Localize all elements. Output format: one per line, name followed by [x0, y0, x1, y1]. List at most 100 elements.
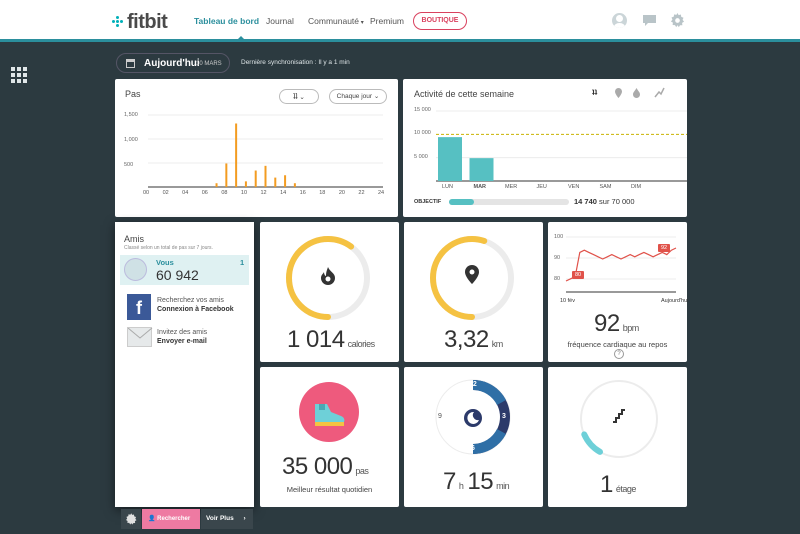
- help-icon[interactable]: ?: [614, 349, 624, 359]
- heart-rate-line: [565, 247, 677, 282]
- clock-6-label: 6: [471, 445, 475, 452]
- best-steps-value: 35 000 pas: [282, 453, 369, 480]
- goal-label: OBJECTIF: [414, 199, 442, 205]
- heart-ytick: 90: [554, 255, 561, 261]
- goal-text: 14 740 sur 70 000: [574, 197, 635, 206]
- invite-text[interactable]: Invitez des amis: [157, 329, 208, 336]
- facebook-icon[interactable]: f: [127, 294, 151, 320]
- week-ytick: 10 000: [414, 130, 431, 136]
- heart-start-label: 10 fév: [560, 298, 575, 304]
- see-more-button[interactable]: Voir Plus ›: [201, 509, 253, 529]
- steps-xtick: 10: [240, 190, 248, 196]
- friends-title: Amis: [124, 234, 144, 244]
- search-friends-button[interactable]: 👤 Rechercher: [142, 509, 200, 529]
- week-card-title: Activité de cette semaine: [414, 89, 515, 99]
- sleep-clock-ring: [435, 379, 511, 455]
- week-day-label: JEU: [536, 184, 547, 190]
- steps-bar: [293, 183, 296, 187]
- distance-tile[interactable]: 3,32 km: [404, 222, 543, 362]
- steps-activity-filter[interactable]: ʇʇ ⌄: [279, 89, 319, 104]
- week-day-label: VEN: [568, 184, 580, 190]
- nav-dashboard[interactable]: Tableau de bord: [194, 16, 260, 26]
- steps-ytick: 1,000: [124, 137, 138, 143]
- heart-label: fréquence cardiaque au repos: [567, 340, 668, 349]
- calories-tile[interactable]: 1 014 calories: [260, 222, 399, 362]
- date-selector[interactable]: Aujourd'hui 10 MARS: [116, 53, 230, 73]
- friend-name: Vous: [156, 258, 174, 267]
- flame-icon[interactable]: [632, 88, 641, 98]
- sneaker-badge-icon: [299, 382, 359, 442]
- clock-12-label: 12: [469, 381, 477, 388]
- location-pin-icon: [465, 265, 479, 284]
- chevron-down-icon: ⌄: [299, 94, 305, 101]
- steps-ytick: 500: [124, 162, 134, 168]
- steps-period-select[interactable]: Chaque jour ⌄: [329, 89, 387, 104]
- calories-value: 1 014 calories: [287, 326, 375, 353]
- steps-xtick: 24: [378, 190, 385, 196]
- week-bar-chart: [436, 110, 687, 182]
- steps-xtick: 00: [143, 190, 150, 196]
- friends-subtitle: Classé selon un total de pas sur 7 jours…: [124, 245, 213, 251]
- friend-row-you[interactable]: Vous 1 60 942: [120, 255, 249, 285]
- steps-xtick: 12: [260, 190, 267, 196]
- facebook-connect-link[interactable]: Connexion à Facebook: [157, 306, 234, 313]
- goal-progress-track: [449, 199, 569, 205]
- heart-ytick: 80: [554, 276, 561, 282]
- steps-ytick: 1,500: [124, 112, 138, 118]
- moon-icon: [464, 409, 482, 427]
- date-value: 10 MARS: [196, 61, 222, 67]
- calories-progress-ring: [286, 236, 370, 320]
- settings-gear-icon[interactable]: [670, 13, 685, 28]
- email-envelope-icon[interactable]: [127, 327, 153, 347]
- steps-bar: [235, 123, 238, 187]
- steps-xtick: 02: [162, 190, 169, 196]
- steps-xtick: 14: [280, 190, 287, 196]
- apps-grid-icon[interactable]: [8, 66, 27, 83]
- clock-9-label: 9: [438, 413, 442, 420]
- clock-3-label: 3: [502, 413, 506, 420]
- steps-card-title: Pas: [125, 89, 141, 99]
- calendar-icon: [126, 59, 135, 68]
- fitbit-logo[interactable]: fitbit: [112, 11, 168, 34]
- week-day-label: SAM: [599, 184, 612, 190]
- steps-bar: [284, 175, 287, 187]
- floors-value: 1 étage: [600, 471, 636, 498]
- steps-bar: [254, 170, 257, 187]
- steps-bar: [274, 177, 277, 187]
- sync-status: Dernière synchronisation : Il y a 1 min: [241, 59, 350, 66]
- send-email-link[interactable]: Envoyer e-mail: [157, 338, 207, 345]
- heart-high-tag: 92: [658, 244, 671, 252]
- week-bar: [438, 137, 462, 181]
- heart-rate-tile[interactable]: 100 90 80 92 80 10 fév Aujourd'hui 92 bpm…: [548, 222, 688, 362]
- nav-journal[interactable]: Journal: [266, 16, 294, 26]
- sleep-tile[interactable]: 12 3 6 9 7 h 15 min: [404, 367, 543, 507]
- best-steps-tile[interactable]: 35 000 pas Meilleur résultat quotidien: [260, 367, 399, 507]
- friends-settings-button[interactable]: [121, 509, 141, 529]
- location-pin-icon[interactable]: [614, 88, 623, 98]
- nav-community[interactable]: Communauté ▾: [308, 16, 364, 26]
- steps-xtick: 04: [182, 190, 189, 196]
- chevron-down-icon: ⌄: [373, 93, 380, 100]
- nav-premium[interactable]: Premium: [370, 16, 405, 26]
- heart-value: 92 bpm: [594, 310, 639, 337]
- steps-bar: [244, 181, 247, 187]
- nav-active-indicator: [236, 36, 246, 41]
- facebook-link-text[interactable]: Recherchez vos amis: [157, 297, 224, 304]
- sleep-value: 7 h 15 min: [443, 468, 510, 495]
- steps-bar: [225, 163, 228, 187]
- steps-bar-chart: [148, 114, 383, 188]
- active-minutes-icon[interactable]: [653, 87, 665, 98]
- add-person-icon: 👤: [148, 516, 156, 522]
- steps-xtick: 18: [319, 190, 326, 196]
- shop-button[interactable]: BOUTIQUE: [413, 12, 467, 30]
- chevron-right-icon: ›: [243, 515, 246, 522]
- floors-progress-ring: [578, 378, 660, 460]
- flame-icon: [321, 267, 335, 285]
- messages-icon[interactable]: [642, 13, 657, 28]
- week-day-label: MER: [505, 184, 518, 190]
- steps-xtick: 16: [299, 190, 306, 196]
- week-day-label: DIM: [631, 184, 642, 190]
- steps-metric-icon[interactable]: ʇʇ: [592, 88, 598, 97]
- floors-tile[interactable]: 1 étage: [548, 367, 687, 507]
- avatar-icon[interactable]: [612, 13, 627, 28]
